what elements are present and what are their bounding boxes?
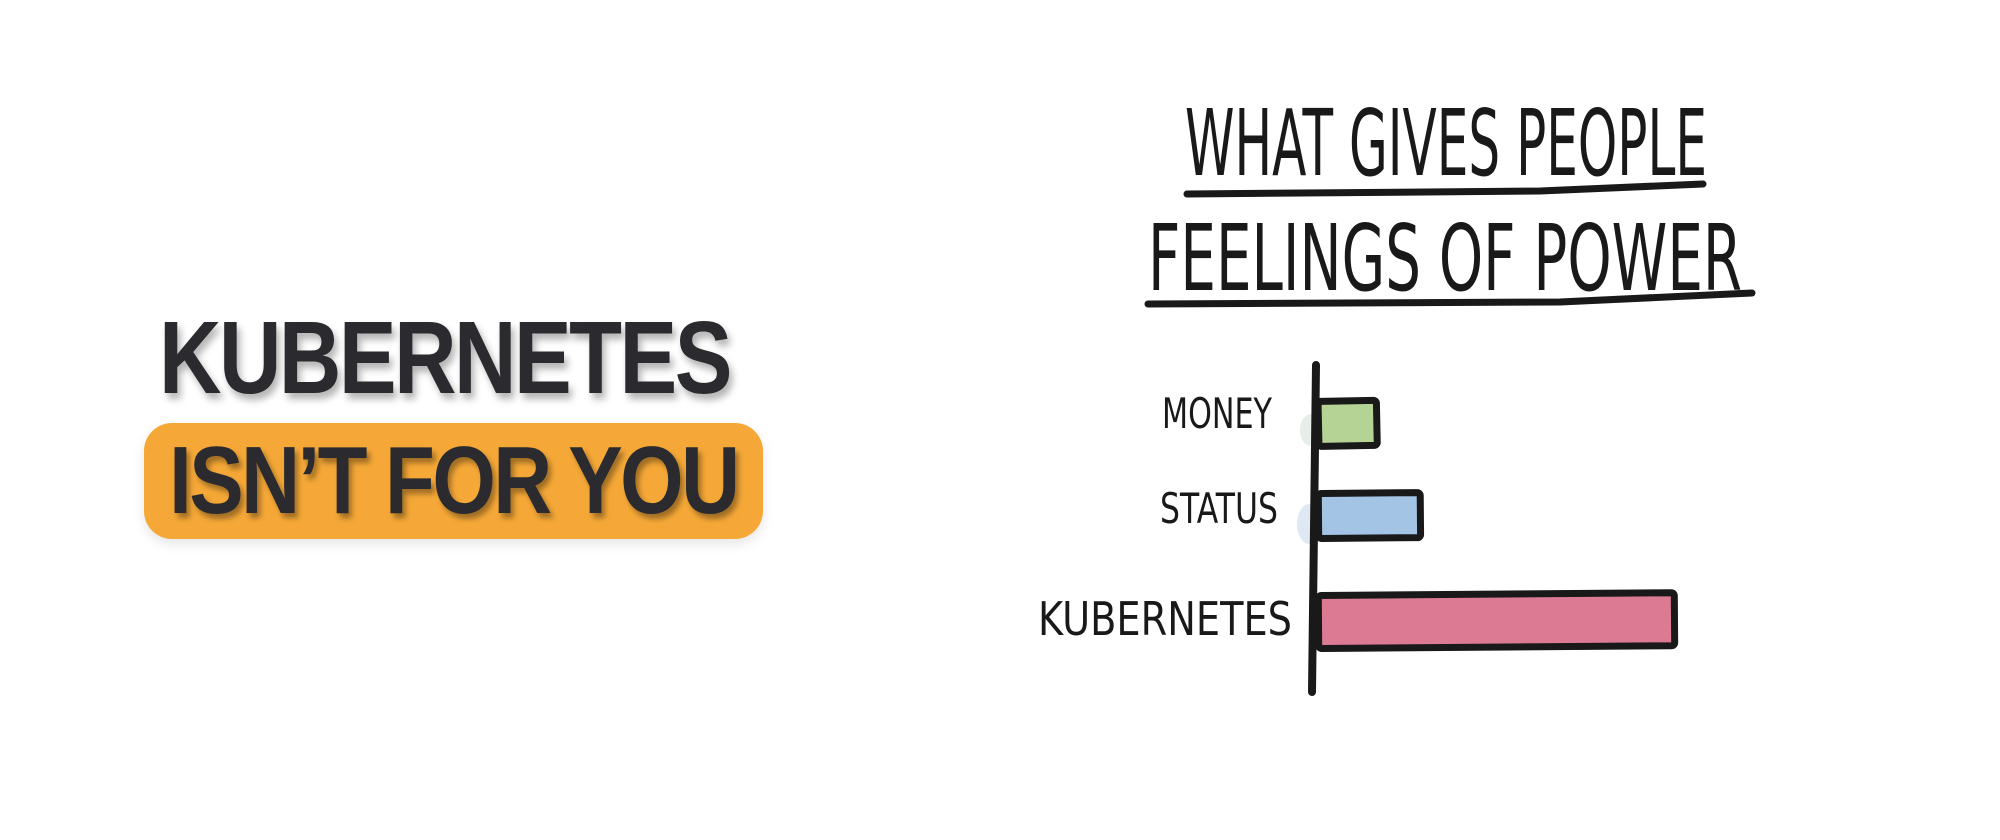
bars-group <box>1314 396 1679 652</box>
bar-label-kubernetes: KUBERNETES <box>1038 592 1292 646</box>
chart-title-line1: WHAT GIVES PEOPLE <box>1185 90 1707 197</box>
bar-label-money: MONEY <box>1162 389 1272 438</box>
bar-kubernetes <box>1314 589 1679 652</box>
chart-title-line2: FEELINGS OF POWER <box>1148 205 1742 312</box>
bar-labels-group: MONEY STATUS KUBERNETES <box>1038 389 1292 646</box>
headline-line1: KUBERNETES <box>159 300 732 415</box>
bar-money <box>1314 396 1381 450</box>
power-chart: WHAT GIVES PEOPLE FEELINGS OF POWER MONE… <box>1038 90 1756 696</box>
y-axis-line <box>1308 361 1320 696</box>
title-underline-1 <box>1183 180 1707 198</box>
title-underline-2 <box>1144 289 1756 308</box>
headline-highlight: ISN’T FOR YOU <box>144 423 763 539</box>
bar-status <box>1314 489 1425 542</box>
bar-label-status: STATUS <box>1160 484 1278 533</box>
headline-line2: ISN’T FOR YOU <box>169 427 740 534</box>
